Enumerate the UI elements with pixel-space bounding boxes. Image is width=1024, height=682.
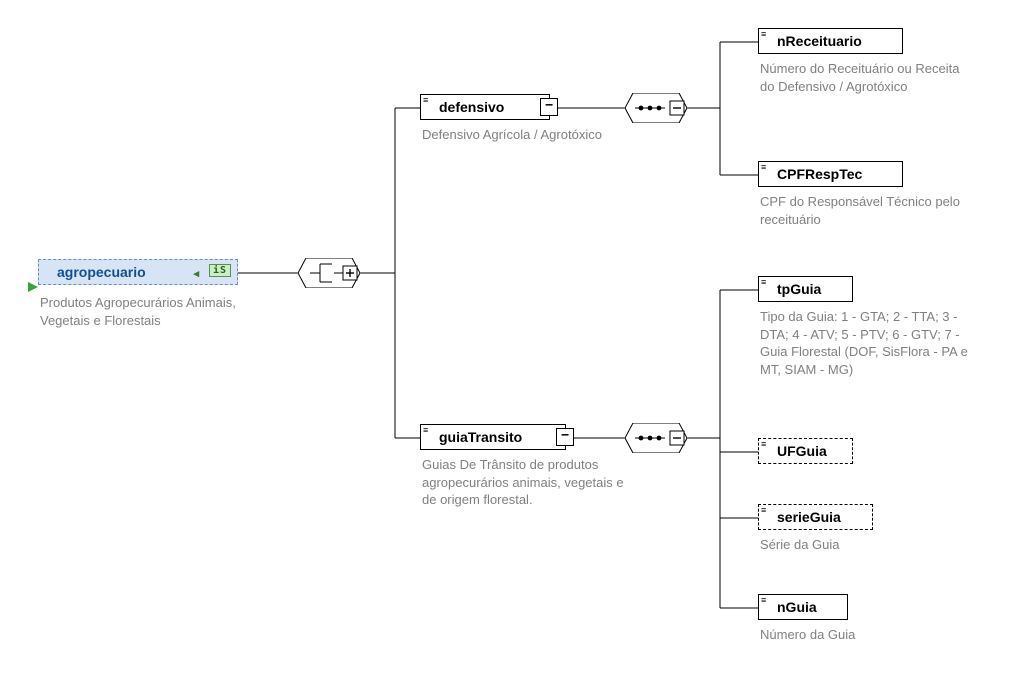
node-guiatransito[interactable]: ≡ guiaTransito − [420, 424, 566, 450]
node-ufguia[interactable]: ≡ UFGuia [758, 438, 853, 464]
node-label: UFGuia [777, 443, 827, 459]
corner-icon: ≡ [761, 163, 766, 172]
node-desc: Tipo da Guia: 1 - GTA; 2 - TTA; 3 - DTA;… [760, 308, 980, 378]
node-defensivo[interactable]: ≡ defensivo − [420, 94, 550, 120]
node-desc: Série da Guia [760, 536, 840, 554]
corner-icon: ≡ [761, 278, 766, 287]
node-label: CPFRespTec [777, 166, 862, 182]
node-desc: CPF do Responsável Técnico pelo receituá… [760, 193, 970, 228]
sequence-compositor-icon [625, 93, 687, 123]
corner-icon: ≡ [761, 596, 766, 605]
marker-icon [28, 280, 40, 294]
node-desc: Produtos Agropecurários Animais, Vegetai… [40, 294, 270, 329]
corner-icon: ≡ [423, 96, 428, 105]
node-label: agropecuario [57, 264, 146, 280]
node-label: nGuia [777, 599, 817, 615]
corner-icon: ≡ [423, 426, 428, 435]
collapse-icon[interactable]: − [556, 428, 574, 446]
corner-icon: ≡ [761, 440, 766, 449]
node-desc: Defensivo Agrícola / Agrotóxico [422, 126, 602, 144]
node-label: nReceituario [777, 33, 862, 49]
corner-icon: ≡ [761, 30, 766, 39]
node-desc: Guias De Trânsito de produtos agropecurá… [422, 456, 632, 509]
node-label: tpGuia [777, 281, 821, 297]
sequence-compositor-icon [625, 423, 687, 453]
choice-compositor-icon [298, 258, 360, 288]
collapse-icon[interactable]: − [540, 98, 558, 116]
node-label: guiaTransito [439, 429, 522, 445]
node-desc: Número do Receituário ou Receita do Defe… [760, 60, 970, 95]
node-tpguia[interactable]: ≡ tpGuia [758, 276, 853, 302]
type-badge: iS [209, 264, 231, 277]
arrow-icon: ◂ [193, 267, 199, 280]
node-agropecuario[interactable]: agropecuario ◂ iS [38, 259, 238, 285]
node-nguia[interactable]: ≡ nGuia [758, 594, 848, 620]
corner-icon: ≡ [761, 506, 766, 515]
node-label: defensivo [439, 99, 504, 115]
node-serieguia[interactable]: ≡ serieGuia [758, 504, 873, 530]
node-label: serieGuia [777, 509, 841, 525]
node-desc: Número da Guia [760, 626, 855, 644]
node-cpfresptec[interactable]: ≡ CPFRespTec [758, 161, 903, 187]
node-nreceituario[interactable]: ≡ nReceituario [758, 28, 903, 54]
